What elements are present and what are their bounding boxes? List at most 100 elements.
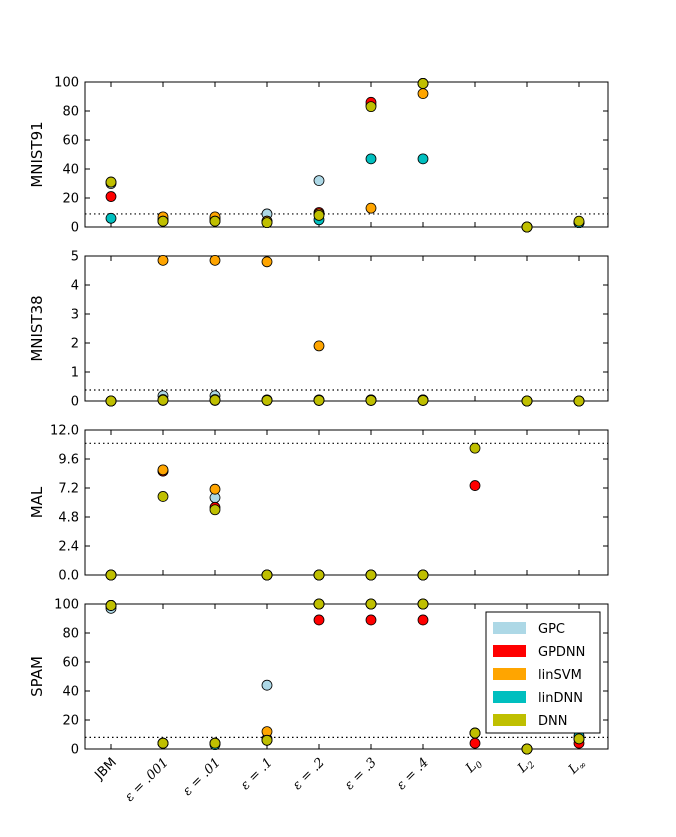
legend-label: linSVM (538, 668, 582, 683)
data-point-gpdnn (417, 614, 429, 626)
data-point-dnn (521, 395, 533, 407)
data-point-linsvm (313, 340, 325, 352)
x-tick-label: ε = .001 (122, 755, 172, 805)
legend-label: DNN (538, 714, 567, 729)
y-tick-label: 0.0 (58, 569, 79, 584)
y-axis-label: SPAM (28, 656, 46, 697)
data-point-dnn (209, 215, 221, 227)
y-axis-label: MNIST38 (28, 295, 46, 361)
panel-spam: 0 20 40 60 80 100 SPAM (28, 598, 609, 758)
y-tick-label: 2 (71, 337, 79, 352)
data-point-gpdnn (105, 191, 117, 202)
legend-swatch-linsvm (493, 668, 526, 680)
panel-mal: 0.0 2.4 4.8 7.2 9.6 12.0 MAL (28, 424, 609, 584)
data-point-dnn (417, 395, 429, 406)
data-point-linsvm (417, 88, 429, 99)
data-point-dnn (157, 394, 169, 406)
legend-label: GPDNN (538, 645, 585, 660)
data-point-lindnn (105, 212, 117, 224)
data-point-dnn (313, 209, 325, 221)
data-point-dnn (209, 504, 221, 516)
y-tick-label: 4 (71, 279, 79, 294)
x-tick-label: ε = .3 (342, 755, 380, 793)
y-tick-label: 5 (71, 250, 79, 265)
data-point-dnn (469, 727, 481, 739)
legend: GPC GPDNN linSVM linDNN DNN (485, 611, 601, 734)
data-point-dnn (521, 743, 533, 755)
y-tick-label: 40 (62, 685, 79, 700)
x-tick-label: L2 (514, 755, 537, 778)
data-point-dnn (573, 395, 585, 407)
y-tick-label: 100 (54, 598, 79, 613)
plot-frame (84, 81, 609, 228)
data-point-dnn (417, 569, 429, 581)
data-point-dnn (365, 395, 377, 406)
legend-label: linDNN (538, 691, 583, 706)
y-tick-label: 20 (62, 714, 79, 729)
y-tick-label: 2.4 (58, 540, 79, 555)
y-tick-label: 9.6 (58, 453, 79, 468)
panel-mnist91: 0 20 40 60 80 100 MNIST91 (28, 76, 609, 236)
data-point-dnn (209, 394, 221, 406)
x-tick-label: ε = .4 (394, 755, 432, 793)
y-tick-label: 60 (62, 134, 79, 149)
data-point-dnn (365, 101, 377, 113)
y-tick-label: 7.2 (58, 482, 79, 497)
data-point-gpdnn (365, 614, 377, 626)
data-point-dnn (157, 215, 169, 227)
y-axis-label: MAL (28, 486, 46, 518)
data-point-dnn (313, 569, 325, 581)
legend-swatch-gpdnn (493, 645, 526, 657)
legend-swatch-lindnn (493, 691, 526, 703)
y-tick-label: 40 (62, 163, 79, 178)
data-point-dnn (261, 395, 273, 406)
data-point-linsvm (157, 254, 169, 266)
plot-frame (84, 429, 609, 576)
data-point-lindnn (417, 153, 429, 165)
data-point-dnn (313, 395, 325, 406)
data-point-linsvm (209, 254, 221, 266)
data-point-linsvm (365, 202, 377, 214)
data-point-dnn (417, 78, 429, 89)
y-tick-label: 80 (62, 105, 79, 120)
x-tick-label: L∞ (565, 755, 589, 779)
data-point-gpc (313, 175, 325, 187)
data-point-gpdnn (313, 614, 325, 626)
data-point-linsvm (261, 256, 273, 268)
data-point-dnn (365, 569, 377, 581)
y-tick-label: 3 (71, 308, 79, 323)
data-point-dnn (573, 733, 585, 745)
x-tick-label: L0 (462, 755, 485, 778)
data-point-gpdnn (469, 480, 481, 491)
data-point-gpc (261, 679, 273, 691)
data-point-linsvm (209, 483, 221, 495)
y-tick-label: 1 (71, 366, 79, 381)
data-point-dnn (521, 221, 533, 233)
data-point-dnn (417, 598, 429, 610)
panel-mnist38: 0 1 2 3 4 5 MNIST38 (28, 250, 609, 410)
y-tick-label: 4.8 (58, 511, 79, 526)
data-point-dnn (365, 598, 377, 610)
data-point-dnn (157, 491, 169, 502)
x-tick-label: JBM (92, 755, 120, 783)
x-tick-label: ε = .1 (238, 755, 276, 793)
plot-frame (84, 603, 609, 750)
data-point-linsvm (157, 464, 169, 476)
x-tick-label: ε = .01 (180, 755, 224, 799)
data-point-dnn (105, 395, 117, 407)
data-point-gpdnn (469, 737, 481, 749)
y-tick-label: 100 (54, 76, 79, 91)
legend-swatch-gpc (493, 622, 526, 634)
x-tick-label: ε = .2 (290, 755, 328, 793)
data-point-dnn (313, 598, 325, 610)
y-tick-label: 0 (71, 743, 79, 758)
data-point-dnn (105, 600, 117, 611)
data-point-dnn (105, 176, 117, 188)
y-tick-label: 80 (62, 627, 79, 642)
y-tick-label: 0 (71, 395, 79, 410)
legend-label: GPC (538, 622, 565, 637)
plot-frame (84, 255, 609, 402)
data-point-dnn (261, 217, 273, 229)
